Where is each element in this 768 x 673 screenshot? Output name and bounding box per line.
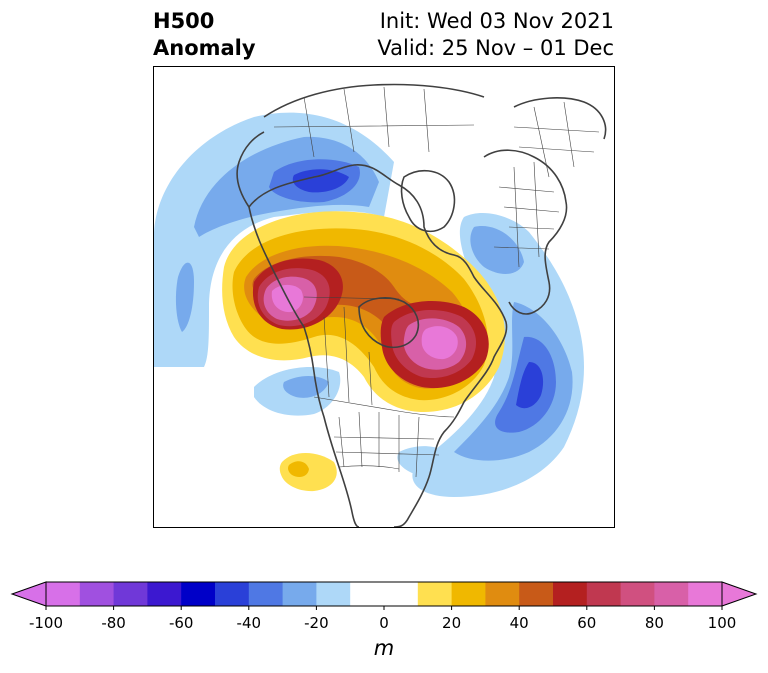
border-siberia <box>273 86 475 158</box>
chart-title: H500 Anomaly <box>153 8 256 62</box>
coastline-alaska <box>236 131 265 208</box>
colorbar-tick-label: -40 <box>237 614 262 632</box>
colorbar-cell <box>519 582 554 606</box>
colorbar-cell <box>248 582 284 606</box>
valid-range: Valid: 25 Nov – 01 Dec <box>377 36 614 60</box>
colorbar-tick-label: 40 <box>510 614 529 632</box>
border-us-canada <box>313 396 455 418</box>
colorbar-cell <box>79 582 115 606</box>
anomaly-blue-northwest-deep <box>292 169 349 193</box>
colorbar-ticks: -100 -80 -60 -40 -20 0 20 40 60 80 100 <box>29 606 736 632</box>
colorbar-tick-label: -80 <box>101 614 126 632</box>
colorbar-extend-high <box>721 581 758 607</box>
map-canvas <box>154 83 607 527</box>
colorbar-cells <box>10 581 758 607</box>
border-us-mexico <box>338 465 400 470</box>
title-line-2: Anomaly <box>153 36 256 60</box>
coastline-siberia <box>263 83 485 118</box>
colorbar-tick-label: -100 <box>29 614 63 632</box>
colorbar-tick-label: 0 <box>379 614 389 632</box>
positive-anomaly-regions <box>222 211 505 492</box>
coastline-greenland <box>400 169 456 233</box>
colorbar-cell <box>147 582 182 606</box>
colorbar-unit-label: m <box>373 636 395 660</box>
border-europe <box>493 161 560 268</box>
forecast-dates: Init: Wed 03 Nov 2021 Valid: 25 Nov – 01… <box>377 8 614 62</box>
coastline-europe <box>483 149 568 315</box>
colorbar-cell <box>688 582 723 606</box>
colorbar-cell <box>586 582 622 606</box>
colorbar-cell <box>553 582 588 606</box>
title-line-1: H500 <box>153 9 215 33</box>
colorbar-cell <box>282 582 317 606</box>
colorbar-tick-label: -20 <box>304 614 329 632</box>
colorbar-tick-label: 100 <box>708 614 737 632</box>
colorbar-cell <box>451 582 486 606</box>
anomaly-blue-scandinavia <box>470 226 524 274</box>
colorbar-tick-label: -60 <box>169 614 194 632</box>
anomaly-warm-pink-east <box>421 326 458 360</box>
colorbar-cell <box>417 582 453 606</box>
colorbar-cell <box>485 582 520 606</box>
colorbar-cell <box>316 582 351 606</box>
anomaly-warm-mexico <box>279 452 337 492</box>
colorbar-extend-low <box>10 581 47 607</box>
colorbar-cell <box>113 582 148 606</box>
coastline-north-america <box>248 164 508 527</box>
anomaly-blue-atlantic-deep <box>516 362 544 409</box>
anomaly-blue-westpacific <box>175 262 194 332</box>
anomaly-warm-mexico-core <box>288 461 309 477</box>
colorbar-tick-label: 20 <box>442 614 461 632</box>
colorbar-cell <box>181 582 216 606</box>
colorbar-cell <box>620 582 655 606</box>
border-asia <box>513 101 600 178</box>
init-date: Init: Wed 03 Nov 2021 <box>379 9 614 33</box>
anomaly-map <box>153 66 615 528</box>
border-canada-provinces <box>303 296 400 406</box>
colorbar-tick-label: 80 <box>645 614 664 632</box>
anomaly-blue-se-us <box>397 446 454 475</box>
colorbar-cell <box>654 582 689 606</box>
colorbar: -100 -80 -60 -40 -20 0 20 40 60 80 100 <box>10 581 758 632</box>
border-states-grid <box>333 411 440 478</box>
coastline-hudson-bay <box>358 297 420 349</box>
colorbar-cell <box>46 582 81 606</box>
colorbar-cell <box>350 582 419 606</box>
coastline-asia <box>513 97 607 140</box>
geographic-outlines <box>236 83 607 527</box>
colorbar-cell <box>215 582 250 606</box>
coastline-west-north-america <box>248 206 360 527</box>
colorbar-tick-label: 60 <box>577 614 596 632</box>
political-borders <box>273 86 600 478</box>
